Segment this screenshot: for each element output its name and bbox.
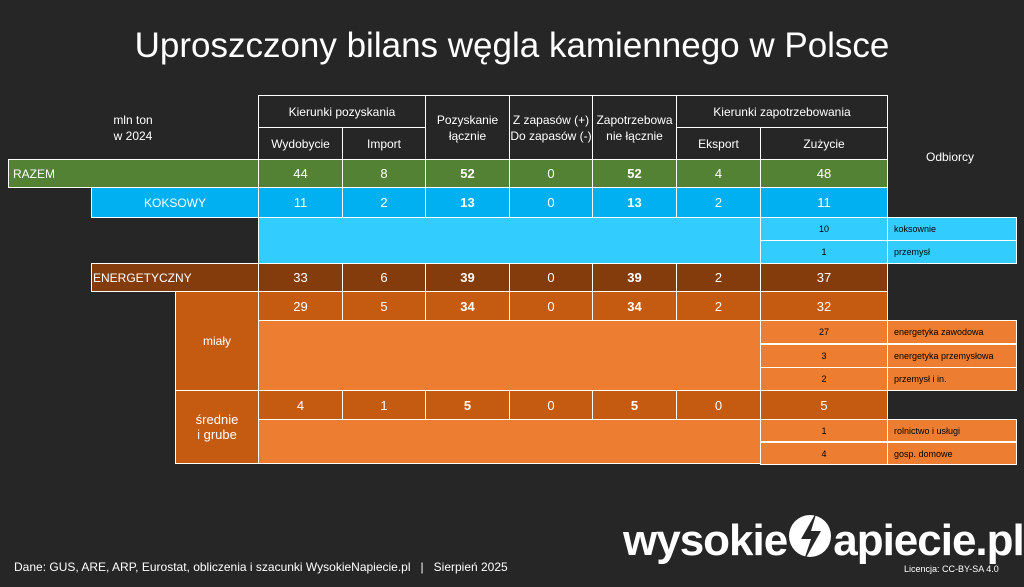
- header-wydobycie: Wydobycie: [258, 127, 343, 160]
- consumer-value-mialy-2: 2: [760, 367, 888, 391]
- cell-razem-4: 52: [592, 159, 677, 188]
- row-label-srednie-line1: średnie: [195, 412, 239, 427]
- consumer-name-srednie-0: rolnictwo i usługi: [887, 419, 1017, 442]
- mialy-block: [258, 320, 761, 391]
- row-label-srednie-line2: i grube: [197, 427, 237, 442]
- header-pozyskanie-line2: łącznie: [448, 128, 487, 143]
- cell-mialy-0: 29: [258, 291, 343, 321]
- header-zuzycie: Zużycie: [760, 127, 888, 160]
- header-pozyskanie-line1: Pozyskanie: [436, 112, 499, 127]
- header-odbiorcy: Odbiorcy: [925, 150, 975, 164]
- cell-mialy-6: 32: [760, 291, 888, 321]
- cell-mialy-2: 34: [425, 291, 510, 321]
- header-kierunki-zapotrzebowania: Kierunki zapotrzebowania: [676, 95, 888, 128]
- consumer-value-srednie-1: 4: [760, 442, 888, 465]
- consumer-name-mialy-0: energetyka zawodowa: [887, 320, 1017, 344]
- row-label-razem: RAZEM: [8, 159, 259, 188]
- cell-mialy-3: 0: [509, 291, 593, 321]
- header-zapotrzebowanie-line2: nie łącznie: [606, 128, 663, 143]
- consumer-name-srednie-1: gosp. domowe: [887, 442, 1017, 465]
- page-title: Uproszczony bilans węgla kamiennego w Po…: [134, 26, 890, 65]
- license-text: Licencja: CC-BY-SA 4.0: [904, 564, 999, 574]
- cell-koksowy-2: 13: [425, 187, 510, 218]
- header-zapotrzebowanie: Zapotrzebowa nie łącznie: [592, 95, 677, 160]
- cell-razem-2: 52: [425, 159, 510, 188]
- row-label-srednie: średnie i grube: [175, 390, 259, 464]
- consumer-value-mialy-0: 27: [760, 320, 888, 344]
- cell-energetyczny-5: 2: [676, 263, 761, 292]
- header-pozyskanie: Pozyskanie łącznie: [425, 95, 510, 160]
- cell-koksowy-0: 11: [258, 187, 343, 218]
- cell-energetyczny-0: 33: [258, 263, 343, 292]
- logo-part1: wysokie: [623, 516, 788, 565]
- cell-razem-1: 8: [342, 159, 426, 188]
- cell-srednie-2: 5: [425, 390, 510, 420]
- srednie-block: [258, 419, 761, 464]
- consumer-value-koksowy-1: 1: [760, 240, 888, 264]
- cell-koksowy-6: 11: [760, 187, 888, 218]
- cell-srednie-1: 1: [342, 390, 426, 420]
- consumer-value-koksowy-0: 10: [760, 217, 888, 241]
- cell-srednie-0: 4: [258, 390, 343, 420]
- consumer-name-koksowy-0: koksownie: [887, 217, 1017, 241]
- koksowy-block: [258, 217, 761, 264]
- header-zapotrzebowanie-line1: Zapotrzebowa: [596, 112, 673, 127]
- unit-label-line1: mln ton: [113, 113, 153, 127]
- consumer-name-koksowy-1: przemysł: [887, 240, 1017, 264]
- footer-source: Dane: GUS, ARE, ARP, Eurostat, obliczeni…: [14, 560, 508, 574]
- consumer-name-mialy-2: przemysł i in.: [887, 367, 1017, 391]
- cell-razem-6: 48: [760, 159, 888, 188]
- header-import: Import: [342, 127, 426, 160]
- cell-energetyczny-4: 39: [592, 263, 677, 292]
- row-label-koksowy: KOKSOWY: [91, 187, 259, 218]
- consumer-value-mialy-1: 3: [760, 344, 888, 368]
- cell-koksowy-1: 2: [342, 187, 426, 218]
- cell-energetyczny-3: 0: [509, 263, 593, 292]
- row-label-energetyczny: ENERGETYCZNY: [91, 263, 259, 292]
- logo-part3: apiecie.pl: [833, 516, 1024, 565]
- cell-srednie-5: 0: [676, 390, 761, 420]
- header-zapasy-line2: Do zapasów (-): [510, 128, 592, 143]
- lightning-icon: [789, 511, 832, 563]
- header-kierunki-pozyskania: Kierunki pozyskania: [258, 95, 426, 128]
- cell-mialy-4: 34: [592, 291, 677, 321]
- cell-koksowy-3: 0: [509, 187, 593, 218]
- cell-energetyczny-1: 6: [342, 263, 426, 292]
- brand-logo: wysokie apiecie.pl: [623, 507, 1024, 566]
- unit-label: mln ton w 2024: [100, 110, 166, 146]
- row-label-mialy: miały: [175, 291, 259, 391]
- unit-label-line2: w 2024: [113, 129, 153, 143]
- cell-koksowy-5: 2: [676, 187, 761, 218]
- header-zapasy-line1: Z zapasów (+): [512, 112, 590, 127]
- cell-srednie-3: 0: [509, 390, 593, 420]
- cell-mialy-5: 2: [676, 291, 761, 321]
- cell-srednie-4: 5: [592, 390, 677, 420]
- cell-razem-0: 44: [258, 159, 343, 188]
- consumer-name-mialy-1: energetyka przemysłowa: [887, 344, 1017, 368]
- cell-mialy-1: 5: [342, 291, 426, 321]
- consumer-value-srednie-0: 1: [760, 419, 888, 442]
- cell-energetyczny-2: 39: [425, 263, 510, 292]
- cell-koksowy-4: 13: [592, 187, 677, 218]
- cell-razem-5: 4: [676, 159, 761, 188]
- header-eksport: Eksport: [676, 127, 761, 160]
- header-zapasy: Z zapasów (+) Do zapasów (-): [509, 95, 593, 160]
- cell-razem-3: 0: [509, 159, 593, 188]
- cell-energetyczny-6: 37: [760, 263, 888, 292]
- cell-srednie-6: 5: [760, 390, 888, 420]
- logo-n-bolt: [787, 507, 833, 566]
